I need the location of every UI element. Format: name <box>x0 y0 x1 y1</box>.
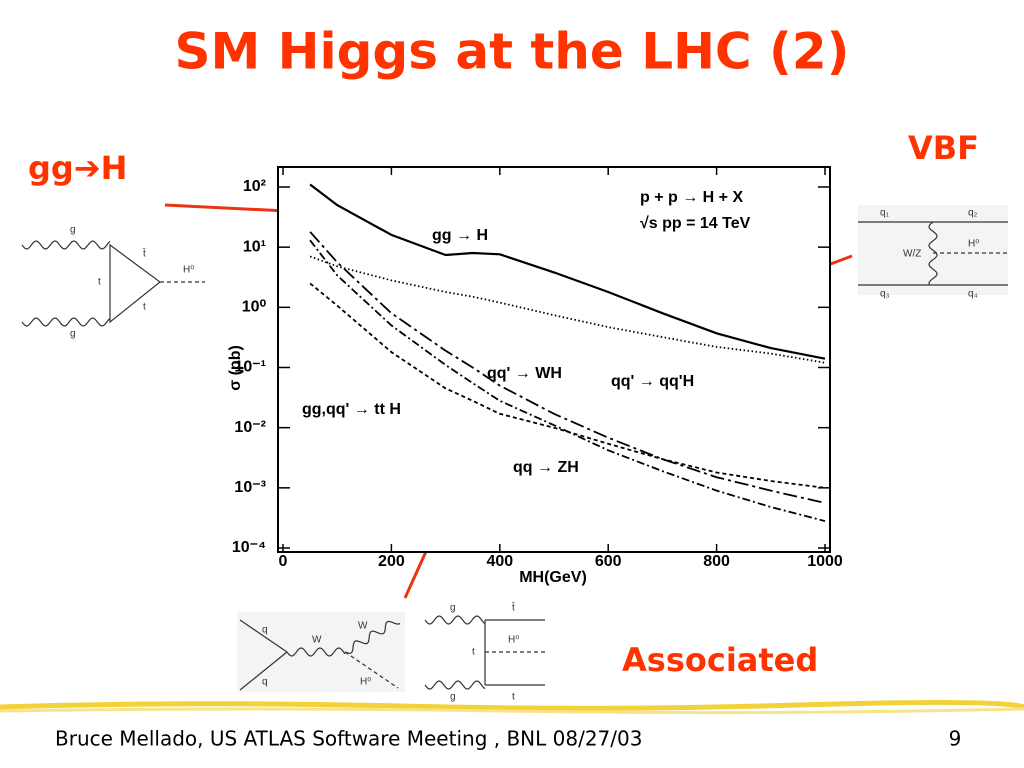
series-label: qq' → qq'H <box>611 373 694 390</box>
y-tick-label: 10⁻² <box>234 419 266 436</box>
feynman-vbf <box>858 221 1008 286</box>
x-tick-label: 800 <box>703 553 730 570</box>
x-tick-label: 0 <box>279 553 288 570</box>
diagram-label: g <box>450 603 456 614</box>
x-axis-label: MH(GeV) <box>519 569 587 586</box>
y-tick-label: 10⁻⁴ <box>232 539 266 556</box>
plot-frame <box>277 166 831 553</box>
feynman-ggh <box>21 240 205 327</box>
diagram-label: q₁ <box>880 208 890 219</box>
diagram-bg <box>237 612 405 692</box>
diagram-label: W <box>312 635 322 646</box>
diagram-label: t̄ <box>142 247 146 259</box>
footer-rule <box>0 707 1024 715</box>
y-tick-label: 10¹ <box>243 238 266 255</box>
diagram-label: t <box>98 277 101 288</box>
diagram-label: g <box>70 225 76 236</box>
series-label: qq' → WH <box>487 365 562 382</box>
y-axis-label: σ (pb) <box>227 345 244 391</box>
slide-title: SM Higgs at the LHC (2) <box>174 23 849 81</box>
y-tick-label: 10⁻¹ <box>234 359 266 376</box>
series-label: gg,qq' → tt H <box>302 401 401 418</box>
series-label: gg → H <box>432 227 488 244</box>
footer-text: Bruce Mellado, US ATLAS Software Meeting… <box>55 727 642 751</box>
callout: Associated <box>622 641 818 679</box>
diagram-label: H⁰ <box>360 677 371 688</box>
series-label: qq → ZH <box>513 459 579 476</box>
chart: 0 200 400 600 800 1000 10² 10¹ 10⁰ 10⁻¹ 10⁻² 10⁻³ 10… <box>232 167 843 570</box>
diagram-label: H⁰ <box>968 239 979 250</box>
footer-rule <box>0 699 1024 711</box>
diagram-label: q₂ <box>968 208 978 219</box>
diagram-label: t̄ <box>511 601 515 613</box>
annotation: √s pp = 14 TeV <box>640 215 751 232</box>
diagram-label: W <box>358 621 368 632</box>
diagram-label: g <box>70 329 76 340</box>
diagram-label: t <box>512 692 515 703</box>
diagram-label: q <box>262 677 268 688</box>
x-tick-label: 400 <box>486 553 513 570</box>
feynman-wh <box>239 619 401 691</box>
x-tick-label: 600 <box>595 553 622 570</box>
series-line <box>309 282 826 489</box>
series-line <box>309 231 826 504</box>
callout: VBF <box>908 129 979 167</box>
diagram-label: W/Z <box>903 249 921 260</box>
diagram-label: q₃ <box>880 289 890 300</box>
diagram-label: H⁰ <box>508 635 519 646</box>
series-line <box>309 183 826 360</box>
diagram-label: t <box>143 302 146 313</box>
diagram-label: q <box>262 625 268 636</box>
feynman-tth <box>424 615 545 690</box>
y-tick-label: 10⁻³ <box>234 479 266 496</box>
y-tick-label: 10² <box>243 178 266 195</box>
x-tick-label: 1000 <box>807 553 843 570</box>
diagram-label: H⁰ <box>183 265 194 276</box>
diagram-label: g <box>450 692 456 703</box>
diagram-label: t <box>472 647 475 658</box>
callout: gg➔H <box>28 149 127 187</box>
x-tick-label: 200 <box>378 553 405 570</box>
diagram-label: q₄ <box>968 289 978 300</box>
page-number: 9 <box>949 727 962 751</box>
y-tick-label: 10⁰ <box>242 299 267 316</box>
annotation: p + p → H + X <box>640 189 743 206</box>
series-line <box>309 239 826 522</box>
